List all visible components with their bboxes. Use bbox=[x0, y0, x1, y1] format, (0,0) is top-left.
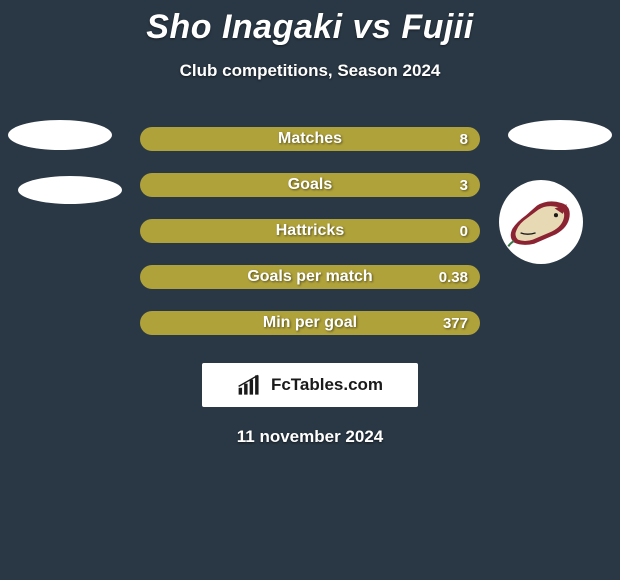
stat-label: Hattricks bbox=[140, 222, 480, 240]
club-left-avatar-placeholder bbox=[18, 176, 122, 204]
stat-value: 0.38 bbox=[439, 269, 468, 286]
page-title: Sho Inagaki vs Fujii bbox=[0, 8, 620, 47]
stat-value: 0 bbox=[460, 223, 468, 240]
stat-row-hattricks: Hattricks 0 bbox=[140, 219, 480, 243]
club-right-avatar bbox=[499, 180, 583, 264]
stat-value: 8 bbox=[460, 131, 468, 148]
comparison-card: Sho Inagaki vs Fujii Club competitions, … bbox=[0, 0, 620, 580]
date-label: 11 november 2024 bbox=[0, 427, 620, 447]
brand-link[interactable]: FcTables.com bbox=[202, 363, 418, 407]
subtitle: Club competitions, Season 2024 bbox=[0, 61, 620, 81]
stat-row-goals-per-match: Goals per match 0.38 bbox=[140, 265, 480, 289]
stat-label: Min per goal bbox=[140, 314, 480, 332]
stat-label: Matches bbox=[140, 130, 480, 148]
stat-label: Goals bbox=[140, 176, 480, 194]
stat-row-matches: Matches 8 bbox=[140, 127, 480, 151]
stat-row-goals: Goals 3 bbox=[140, 173, 480, 197]
stat-row-min-per-goal: Min per goal 377 bbox=[140, 311, 480, 335]
stat-label: Goals per match bbox=[140, 268, 480, 286]
brand-text: FcTables.com bbox=[271, 375, 383, 395]
player-left-avatar-placeholder bbox=[8, 120, 112, 150]
chart-icon bbox=[237, 374, 265, 396]
coyote-logo-icon bbox=[507, 196, 575, 248]
stat-value: 3 bbox=[460, 177, 468, 194]
player-right-avatar-placeholder bbox=[508, 120, 612, 150]
stat-value: 377 bbox=[443, 315, 468, 332]
